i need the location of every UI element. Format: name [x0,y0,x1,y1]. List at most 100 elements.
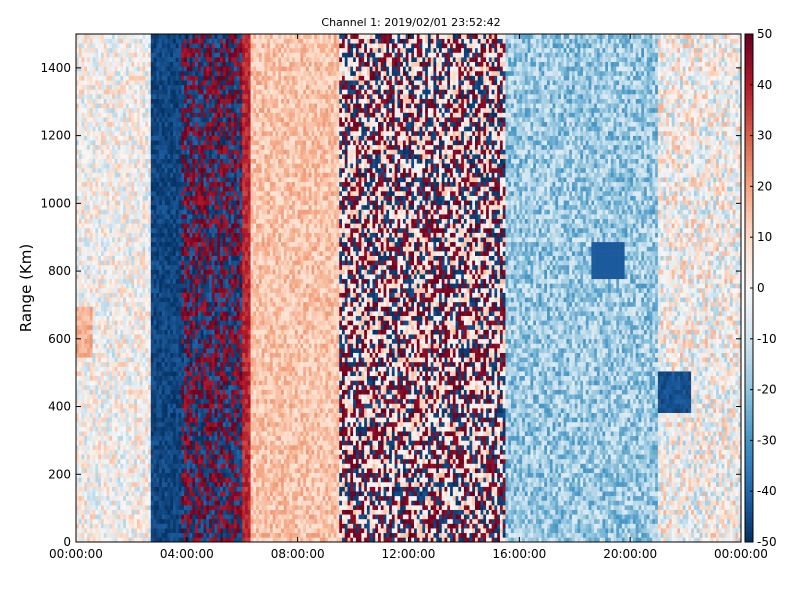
heatmap-cell [136,260,141,266]
heatmap-cell [148,491,152,497]
heatmap-cell [76,306,80,312]
heatmap-cell [109,43,113,49]
heatmap-cell [128,89,132,95]
heatmap-cell [192,472,196,478]
heatmap-cell [76,426,80,432]
heatmap-cell [78,481,82,487]
heatmap-cell [109,237,113,243]
heatmap-cell [161,334,165,340]
heatmap-cell [186,329,190,335]
heatmap-cell [81,311,85,317]
heatmap-cell [87,218,91,224]
heatmap-cell [78,417,82,423]
heatmap-cell [120,431,124,437]
heatmap-cell [117,195,121,201]
heatmap-cell [98,94,102,99]
heatmap-cell [87,449,91,455]
heatmap-cell [161,394,165,400]
heatmap-cell [98,311,102,317]
heatmap-cell [81,491,85,497]
heatmap-cell [87,403,91,409]
heatmap-cell [136,301,141,307]
heatmap-cell [181,523,185,529]
heatmap-cell [145,472,149,478]
heatmap-cell [78,371,82,377]
heatmap-cell [131,191,135,196]
heatmap-cell [76,348,80,353]
heatmap-cell [197,154,201,159]
heatmap-cell [159,167,163,173]
heatmap-cell [148,154,152,159]
heatmap-cell [98,306,102,312]
heatmap-cell [112,75,116,81]
heatmap-cell [103,343,107,349]
heatmap-cell [192,440,196,446]
heatmap-cell [142,403,146,409]
heatmap-cell [142,264,146,270]
heatmap-cell [167,218,171,224]
heatmap-cell [189,306,193,312]
heatmap-cell [164,126,168,132]
heatmap-cell [103,523,107,529]
heatmap-cell [109,537,113,543]
heatmap-cell [92,218,96,224]
heatmap-cell [109,177,113,183]
heatmap-cell [153,315,157,321]
heatmap-cell [195,348,199,353]
heatmap-cell [112,348,116,353]
heatmap-cell [123,200,127,206]
heatmap-cell [181,209,185,215]
heatmap-cell [112,209,116,215]
heatmap-cell [164,403,168,409]
heatmap-cell [184,163,188,169]
heatmap-cell [178,103,182,109]
heatmap-cell [197,431,201,437]
heatmap-cell [76,195,80,201]
heatmap-cell [142,66,146,72]
heatmap-cell [95,426,99,432]
heatmap-cell [153,357,157,363]
heatmap-cell [178,260,182,266]
heatmap-cell [145,486,149,492]
heatmap-cell [139,195,143,201]
heatmap-cell [161,505,165,510]
heatmap-cell [150,278,154,284]
heatmap-cell [109,408,113,413]
heatmap-cell [117,255,121,261]
heatmap-cell [87,417,91,423]
heatmap-cell [84,80,88,86]
heatmap-cell [120,246,124,252]
heatmap-cell [164,343,168,349]
heatmap-cell [95,449,99,455]
heatmap-cell [164,371,168,377]
heatmap-cell [95,324,99,330]
heatmap-cell [172,38,177,44]
heatmap-cell [134,264,138,270]
heatmap-cell [89,315,93,321]
heatmap-cell [159,348,163,353]
heatmap-cell [142,463,146,469]
heatmap-cell [186,103,190,109]
heatmap-cell [81,324,85,330]
heatmap-cell [139,218,143,224]
heatmap-cell [156,389,160,395]
heatmap-cell [181,384,185,390]
heatmap-cell [200,458,204,464]
heatmap-cell [175,260,179,266]
heatmap-cell [153,34,157,39]
heatmap-cell [184,144,188,150]
heatmap-cell [170,274,174,280]
heatmap-cell [114,408,118,413]
heatmap-cell [172,274,177,280]
heatmap-cell [150,417,154,423]
heatmap-cell [136,57,141,63]
heatmap-cell [125,278,129,284]
heatmap-cell [178,191,182,196]
heatmap-cell [197,518,201,524]
heatmap-cell [142,218,146,224]
heatmap-cell [153,361,157,367]
heatmap-cell [136,214,141,220]
heatmap-cell [167,288,171,293]
heatmap-cell [170,191,174,196]
heatmap-cell [153,454,157,460]
